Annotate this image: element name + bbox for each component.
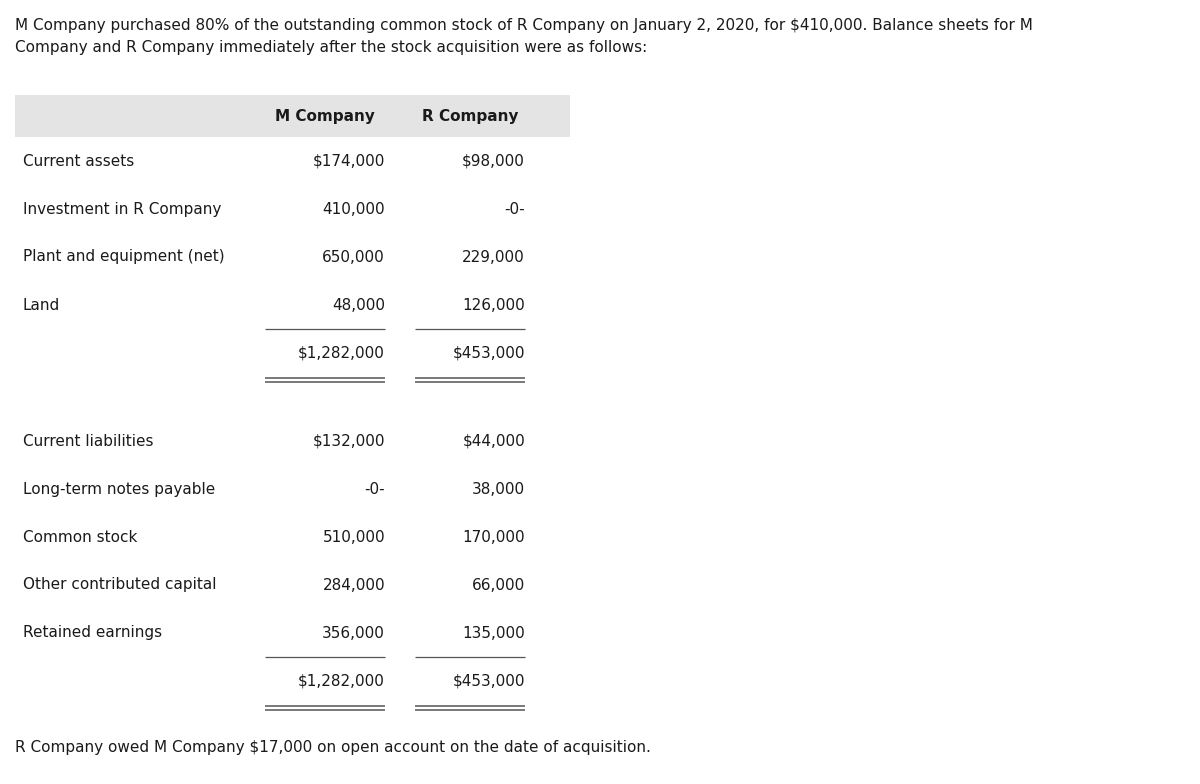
Text: 510,000: 510,000 [323, 529, 385, 545]
Text: Plant and equipment (net): Plant and equipment (net) [23, 249, 224, 264]
Bar [14, 95, 570, 137]
Text: Land: Land [23, 297, 60, 313]
Text: M Company purchased 80% of the outstanding common stock of R Company on January : M Company purchased 80% of the outstandi… [14, 18, 1033, 55]
Text: $98,000: $98,000 [462, 154, 526, 169]
Text: Current assets: Current assets [23, 154, 134, 169]
Text: Common stock: Common stock [23, 529, 137, 545]
Text: 650,000: 650,000 [323, 249, 385, 264]
Text: Other contributed capital: Other contributed capital [23, 578, 216, 593]
Text: -0-: -0- [365, 481, 385, 496]
Text: -0-: -0- [504, 201, 526, 216]
Text: M Company: M Company [275, 108, 374, 124]
Text: $174,000: $174,000 [313, 154, 385, 169]
Text: 356,000: 356,000 [322, 626, 385, 641]
Text: 48,000: 48,000 [332, 297, 385, 313]
Text: 229,000: 229,000 [462, 249, 526, 264]
Text: $1,282,000: $1,282,000 [298, 346, 385, 361]
Text: 38,000: 38,000 [472, 481, 526, 496]
Text: Retained earnings: Retained earnings [23, 626, 162, 641]
Text: Long-term notes payable: Long-term notes payable [23, 481, 215, 496]
Text: $453,000: $453,000 [452, 346, 526, 361]
Text: 135,000: 135,000 [462, 626, 526, 641]
Text: 170,000: 170,000 [462, 529, 526, 545]
Text: $453,000: $453,000 [452, 673, 526, 688]
Text: $132,000: $132,000 [312, 434, 385, 448]
Text: $1,282,000: $1,282,000 [298, 673, 385, 688]
Text: 410,000: 410,000 [323, 201, 385, 216]
Text: 66,000: 66,000 [472, 578, 526, 593]
Text: R Company: R Company [421, 108, 518, 124]
Text: Investment in R Company: Investment in R Company [23, 201, 221, 216]
Text: 284,000: 284,000 [323, 578, 385, 593]
Text: $44,000: $44,000 [462, 434, 526, 448]
Text: Current liabilities: Current liabilities [23, 434, 154, 448]
Text: R Company owed M Company $17,000 on open account on the date of acquisition.: R Company owed M Company $17,000 on open… [14, 740, 650, 755]
Text: 126,000: 126,000 [462, 297, 526, 313]
